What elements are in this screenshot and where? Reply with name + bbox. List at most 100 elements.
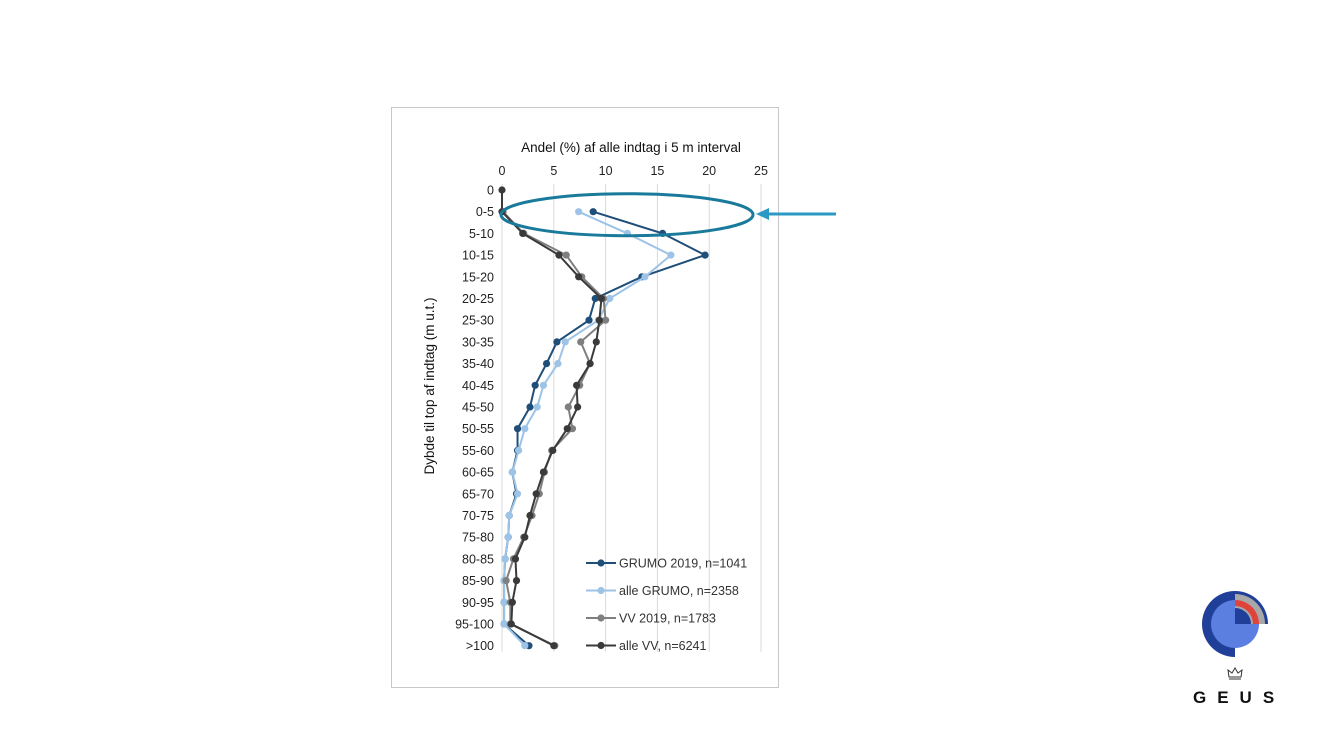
x-tick-label: 15: [650, 164, 664, 178]
legend-entry: alle VV, n=6241: [586, 639, 707, 653]
x-tick-labels: 0 5 10 15 20 25: [499, 164, 768, 178]
x-axis-title: Andel (%) af alle indtag i 5 m interval: [521, 140, 741, 155]
legend-label: alle VV, n=6241: [619, 639, 707, 653]
y-tick-label: 15-20: [462, 270, 494, 284]
y-tick-label: 50-55: [462, 422, 494, 436]
x-tick-label: 5: [550, 164, 557, 178]
data-point: [500, 598, 508, 606]
data-point: [521, 642, 529, 650]
data-point: [508, 598, 516, 606]
y-axis-title: Dybde til top af indtag (m u.t.): [422, 297, 437, 474]
data-point: [575, 273, 583, 281]
data-point: [592, 338, 600, 346]
arrow-head-icon: [756, 208, 769, 220]
data-point: [533, 403, 541, 411]
data-point: [501, 555, 509, 563]
y-tick-label: 45-50: [462, 401, 494, 415]
data-point: [542, 360, 551, 368]
data-point: [500, 620, 508, 628]
data-point: [602, 316, 610, 324]
data-point: [554, 360, 562, 368]
y-tick-label: 55-60: [462, 444, 494, 458]
data-point: [575, 208, 583, 216]
data-point: [531, 381, 539, 389]
legend-marker: [597, 559, 605, 567]
data-point: [641, 273, 649, 281]
data-point: [574, 403, 582, 411]
geus-logo-icon: [1202, 591, 1269, 680]
data-point: [572, 381, 581, 389]
highlight-annotation: [499, 192, 836, 238]
data-point: [519, 229, 527, 237]
series-line: [501, 190, 603, 647]
brand-name: GEUS: [1193, 688, 1286, 707]
legend-entry: GRUMO 2019, n=1041: [586, 557, 747, 571]
data-point: [589, 208, 597, 216]
highlight-ellipse: [499, 192, 755, 238]
data-point: [606, 294, 614, 303]
y-tick-label: >100: [466, 639, 494, 653]
chart-frame: [391, 107, 779, 688]
y-tick-label: 0: [487, 184, 494, 198]
data-point: [532, 490, 540, 498]
y-tick-label: 30-35: [462, 335, 494, 349]
data-point: [521, 425, 529, 433]
data-point: [561, 338, 569, 346]
legend-label: VV 2019, n=1783: [619, 612, 716, 626]
data-point: [511, 555, 520, 563]
data-point: [562, 251, 570, 259]
data-point: [502, 577, 510, 585]
y-tick-label: 90-95: [462, 596, 494, 610]
y-tick-label: 60-65: [462, 466, 494, 480]
legend: GRUMO 2019, n=1041 alle GRUMO, n=2358 VV 2…: [586, 557, 747, 653]
grid-lines: [501, 184, 762, 652]
y-tick-label: 20-25: [462, 292, 494, 306]
data-point: [539, 468, 548, 476]
data-point: [553, 338, 561, 346]
data-point: [555, 251, 563, 259]
data-point: [597, 294, 606, 303]
data-point: [563, 425, 571, 433]
data-point: [507, 620, 515, 628]
data-point: [549, 446, 557, 454]
data-point: [701, 251, 709, 259]
data-point: [504, 533, 512, 541]
series-line: [503, 210, 708, 647]
data-point: [521, 533, 529, 541]
legend-marker: [597, 614, 605, 622]
data-point: [526, 403, 534, 411]
data-point: [505, 511, 513, 520]
data-point: [550, 642, 558, 650]
crown-icon: [1227, 667, 1243, 680]
y-tick-label: 5-10: [469, 227, 494, 241]
y-tick-label: 95-100: [455, 618, 494, 632]
data-point: [512, 577, 521, 585]
data-point: [667, 251, 675, 259]
y-tick-labels: 0 0-5 5-10 10-15 15-20 20-25 25-30 30-35 35-40 40…: [455, 184, 494, 654]
legend-label: GRUMO 2019, n=1041: [619, 557, 747, 571]
data-point: [585, 316, 593, 324]
y-tick-label: 35-40: [462, 357, 494, 371]
data-point: [595, 316, 603, 324]
legend-entry: VV 2019, n=1783: [586, 612, 716, 626]
y-tick-label: 10-15: [462, 249, 494, 263]
x-tick-label: 10: [599, 164, 613, 178]
data-point: [513, 425, 522, 433]
legend-marker: [597, 586, 605, 595]
data-point: [586, 360, 594, 368]
data-point: [564, 403, 572, 411]
y-tick-label: 75-80: [462, 531, 494, 545]
y-tick-label: 85-90: [462, 574, 494, 588]
legend-label: alle GRUMO, n=2358: [619, 584, 739, 598]
y-tick-label: 25-30: [462, 314, 494, 328]
data-point: [513, 490, 522, 498]
data-point: [577, 338, 585, 346]
x-tick-label: 20: [702, 164, 716, 178]
data-point: [508, 468, 516, 476]
x-tick-label: 0: [499, 164, 506, 178]
legend-entry: alle GRUMO, n=2358: [586, 584, 739, 598]
data-point: [539, 381, 548, 389]
data-point: [498, 186, 506, 194]
series-4: [498, 186, 606, 650]
